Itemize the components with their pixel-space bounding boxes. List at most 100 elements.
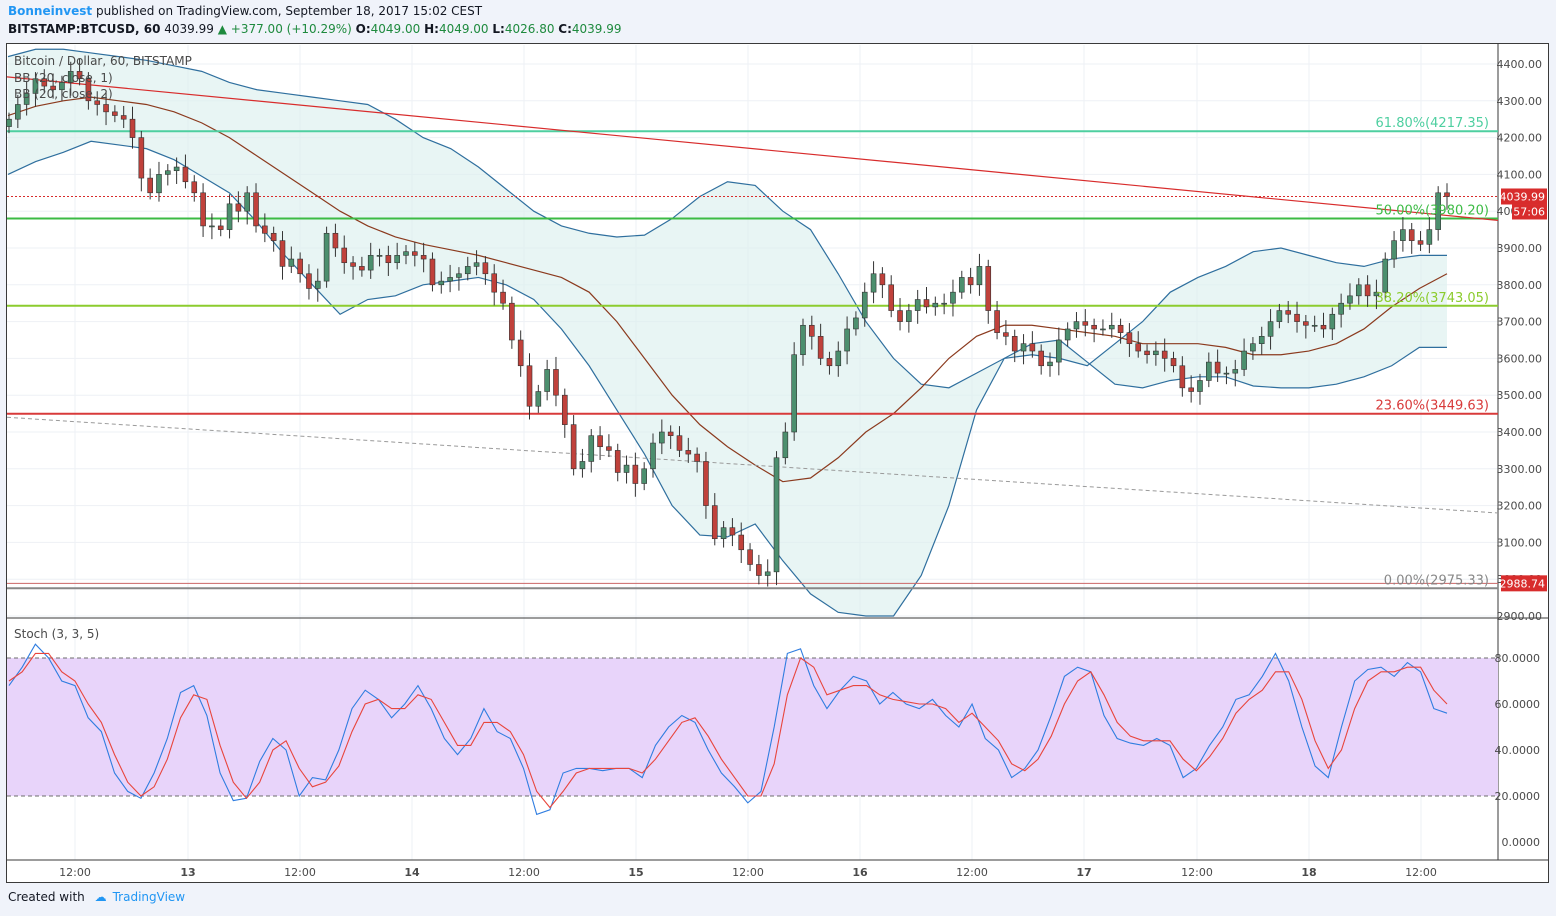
countdown-tag-bg xyxy=(1512,204,1547,220)
price-tick-label: 3900.00 xyxy=(1497,242,1543,255)
time-tick-label: 12:00 xyxy=(59,866,91,879)
candle-body xyxy=(676,435,683,451)
candle-body xyxy=(561,394,568,425)
candle-body xyxy=(1435,192,1441,230)
stoch-tick-label: 60.0000 xyxy=(1495,698,1541,711)
candle-body xyxy=(332,232,339,249)
candle-body xyxy=(606,446,612,451)
candle-body xyxy=(288,258,295,267)
stoch-tick-label: 40.0000 xyxy=(1495,744,1541,757)
candle-body xyxy=(94,100,101,105)
candle-body xyxy=(1267,321,1274,337)
stoch-line-pct-k xyxy=(8,643,1448,816)
candle-body xyxy=(861,291,868,319)
fib-label: 23.60%(3449.63) xyxy=(1376,399,1489,414)
candle-body xyxy=(1329,313,1336,330)
bb1-legend: BB (20, close, 1) xyxy=(14,71,113,85)
price-tick-label: 2900.00 xyxy=(1497,610,1543,623)
candle-body xyxy=(438,280,445,286)
tradingview-link[interactable]: TradingView xyxy=(112,890,186,904)
price-tick-label: 3500.00 xyxy=(1497,389,1543,402)
candle-body xyxy=(447,277,453,282)
candle-body xyxy=(314,280,321,289)
candle-body xyxy=(1188,387,1194,392)
candle-body xyxy=(1126,332,1133,344)
candle-body xyxy=(1214,361,1221,374)
candle-body xyxy=(112,111,118,116)
candle-body xyxy=(914,299,921,311)
candle-body xyxy=(967,277,974,286)
candle-body xyxy=(456,273,462,278)
candle-body xyxy=(1011,336,1018,352)
candle-body xyxy=(1206,361,1212,381)
bb-middle-line xyxy=(7,96,1448,483)
candle-body xyxy=(129,118,136,138)
price-tick-label: 3600.00 xyxy=(1497,352,1543,365)
candle-body xyxy=(1276,310,1283,322)
price-tick-label: 4200.00 xyxy=(1497,132,1543,145)
candle-body xyxy=(1347,295,1353,304)
candle-body xyxy=(826,358,833,367)
candle-body xyxy=(1223,372,1230,375)
candle-body xyxy=(491,273,498,293)
candle-body xyxy=(1294,313,1300,322)
candle-body xyxy=(50,85,56,91)
candle-body xyxy=(32,78,39,94)
candle-body xyxy=(1241,350,1247,370)
candle-body xyxy=(747,549,753,565)
fib-label: 0.00%(2975.33) xyxy=(1384,573,1489,588)
candle-body xyxy=(535,391,542,407)
candle-body xyxy=(888,284,895,311)
candle-body xyxy=(147,177,153,194)
price-tick-label: 3200.00 xyxy=(1497,500,1543,513)
candle-body xyxy=(200,192,206,227)
candle-body xyxy=(588,435,595,462)
candle-body xyxy=(1038,350,1044,367)
candle-body xyxy=(1179,365,1186,389)
candle-body xyxy=(703,461,709,506)
stochastic-lines xyxy=(7,643,1498,816)
time-tick-label: 12:00 xyxy=(508,866,540,879)
candle-body xyxy=(553,369,559,396)
publish-header: Bonneinvest published on TradingView.com… xyxy=(8,4,482,18)
price-tick-label: 3800.00 xyxy=(1497,279,1543,292)
candle-body xyxy=(482,262,489,275)
current-price-tag: 4039.99 xyxy=(1500,190,1546,203)
candle-body xyxy=(509,302,515,341)
footer: Created with ☁ TradingView xyxy=(8,890,185,904)
candle-body xyxy=(76,71,83,80)
candle-body xyxy=(729,527,736,536)
candle-body xyxy=(1135,343,1142,352)
candle-body xyxy=(323,232,330,282)
candle-body xyxy=(1197,380,1203,392)
candle-body xyxy=(791,354,797,433)
candle-body xyxy=(711,505,718,540)
time-tick-label: 12:00 xyxy=(284,866,316,879)
candle-body xyxy=(173,166,180,172)
price-tick-label: 3700.00 xyxy=(1497,316,1543,329)
candle-body xyxy=(341,247,348,264)
symbol-name[interactable]: BITSTAMP:BTCUSD, 60 xyxy=(8,22,161,36)
bollinger-bands xyxy=(7,48,1448,617)
bb2-legend: BB (20, close, 2) xyxy=(14,87,113,101)
candle-body xyxy=(164,170,171,175)
candle-body xyxy=(976,266,983,286)
candle-body xyxy=(1320,324,1327,330)
candle-body xyxy=(1426,229,1433,245)
candle-body xyxy=(853,317,859,330)
candle-body xyxy=(244,192,250,212)
high-value: 4049.00 xyxy=(438,22,489,36)
candle-body xyxy=(526,365,533,407)
time-tick-label: 12:00 xyxy=(732,866,764,879)
candle-body xyxy=(1391,240,1397,260)
candle-body xyxy=(1064,328,1071,341)
author-link[interactable]: Bonneinvest xyxy=(8,4,93,18)
candle-body xyxy=(138,137,145,179)
candle-body xyxy=(817,336,824,359)
candle-body xyxy=(738,534,745,551)
candle-body xyxy=(835,350,842,367)
time-tick-label: 17 xyxy=(1076,866,1091,879)
candle-body xyxy=(1250,343,1256,352)
candle-body xyxy=(667,431,674,436)
